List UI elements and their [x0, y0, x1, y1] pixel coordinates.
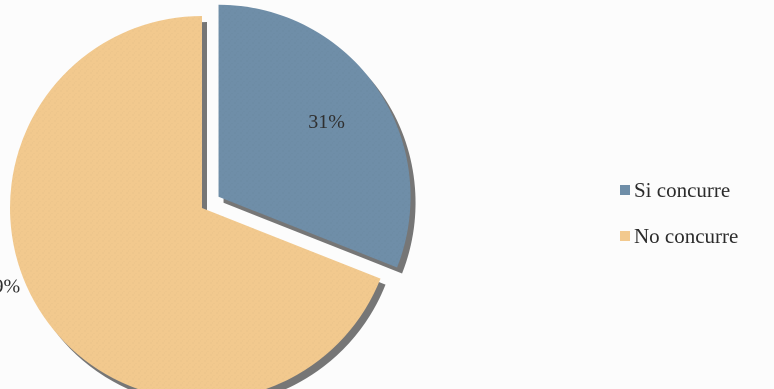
legend: Si concurre No concurre [620, 178, 738, 270]
data-label-si-concurre: 31% [308, 111, 345, 133]
legend-item-no-concurre: No concurre [620, 224, 738, 248]
legend-swatch-no-concurre [620, 231, 630, 241]
slices [10, 4, 411, 389]
legend-item-si-concurre: Si concurre [620, 178, 738, 202]
pie-slice-texture-no-concurre [10, 16, 381, 389]
data-labels: 31% 69% [0, 111, 345, 298]
data-label-no-concurre: 69% [0, 276, 20, 298]
pie-slice-texture-si-concurre [218, 4, 411, 268]
legend-label-si-concurre: Si concurre [634, 177, 731, 202]
legend-label-no-concurre: No concurre [634, 223, 739, 248]
legend-swatch-si-concurre [620, 185, 630, 195]
